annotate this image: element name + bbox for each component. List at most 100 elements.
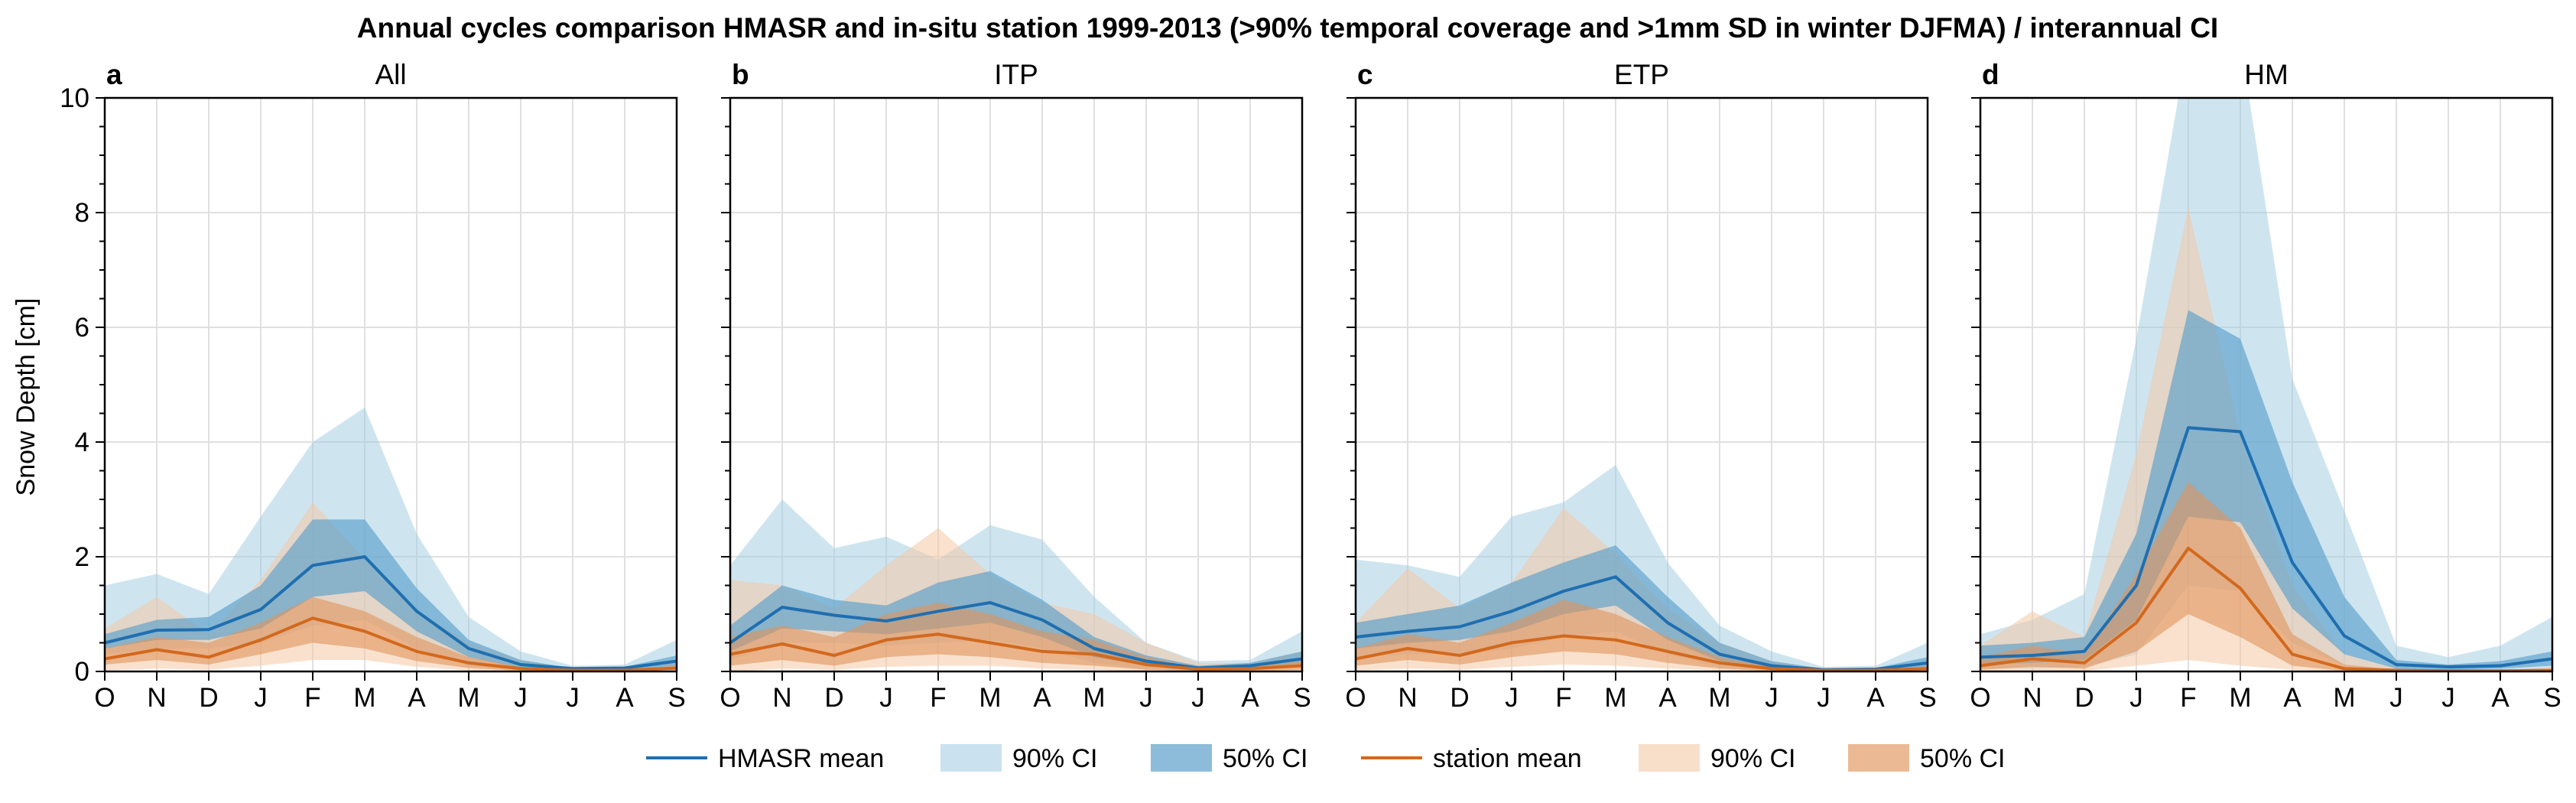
panel-a: O N D J F M A M J J A S 0 2 4 6 8 10 a All — [60, 59, 686, 713]
legend-patch-swatch — [1848, 744, 1909, 772]
x-tick-label: A — [1658, 683, 1677, 713]
y-tick-label: 4 — [75, 428, 89, 457]
hmasr-mean-line — [1980, 426, 2552, 668]
panel-label: b — [732, 59, 749, 90]
panel-c: O N D J F M A M J J A Sc ETP — [1345, 59, 1936, 713]
x-tick-label: O — [720, 683, 740, 713]
y-tick-label: 8 — [75, 198, 89, 228]
x-tick-label: O — [94, 683, 115, 713]
x-tick-label: J — [1505, 683, 1519, 713]
x-tick-label: F — [930, 683, 946, 713]
plot-area — [1356, 465, 1928, 671]
panel-title: All — [375, 59, 406, 90]
x-tick-label: A — [408, 683, 426, 713]
y-tick-label: 2 — [75, 542, 89, 572]
station-ci50-band — [730, 603, 1302, 671]
legend-item: HMASR mean — [646, 744, 884, 773]
x-tick-label: S — [1918, 683, 1936, 713]
x-tick-label: A — [1241, 683, 1259, 713]
panel-label: c — [1357, 59, 1373, 90]
x-tick-label: M — [2333, 683, 2355, 713]
station-mean-line — [730, 632, 1302, 671]
x-tick-label: J — [566, 683, 580, 713]
station-ci90-band — [1980, 206, 2552, 671]
x-tick-label: F — [304, 683, 320, 713]
x-tick-label: J — [2389, 683, 2403, 713]
x-tick-label: S — [2543, 683, 2561, 713]
legend-label: 50% CI — [1223, 744, 1308, 773]
x-tick-label: S — [668, 683, 685, 713]
station-mean-line — [1356, 634, 1928, 671]
y-tick-label: 0 — [75, 657, 89, 687]
x-tick-label: J — [1139, 683, 1153, 713]
legend-label: station mean — [1433, 744, 1582, 773]
x-tick-label: F — [2180, 683, 2196, 713]
legend-patch-swatch — [940, 744, 1002, 772]
x-tick-label: A — [2283, 683, 2302, 713]
x-tick-label: O — [1970, 683, 1990, 713]
x-tick-label: D — [824, 683, 843, 713]
legend-item: 50% CI — [1151, 744, 1308, 773]
panel-title: HM — [2244, 59, 2289, 90]
x-tick-label: J — [1765, 683, 1779, 713]
hmasr-mean-line — [105, 555, 677, 671]
legend-item: 90% CI — [1639, 744, 1796, 773]
x-tick-label: M — [353, 683, 375, 713]
y-tick-label: 6 — [75, 313, 89, 343]
x-tick-label: N — [1398, 683, 1417, 713]
panel-title: ITP — [994, 59, 1038, 90]
x-tick-label: J — [254, 683, 268, 713]
x-tick-label: S — [1293, 683, 1311, 713]
legend-label: 90% CI — [1710, 744, 1796, 773]
x-tick-label: J — [2441, 683, 2455, 713]
x-tick-label: M — [2229, 683, 2251, 713]
station-ci50-band — [105, 597, 677, 671]
hmasr-ci50-band — [1980, 310, 2552, 670]
legend-item: station mean — [1361, 744, 1582, 773]
y-axis-label: Snow Depth [cm] — [11, 298, 41, 496]
station-ci50-band — [1980, 482, 2552, 671]
panel-label: d — [1982, 59, 1999, 90]
station-mean-line — [105, 616, 677, 671]
legend: HMASR mean 90% CI 50% CI station mean 90% CI… — [646, 744, 2006, 773]
legend-label: 50% CI — [1920, 744, 2006, 773]
x-tick-label: D — [1450, 683, 1469, 713]
panel-title: ETP — [1614, 59, 1669, 90]
panel-d: O N D J F M A M J J A Sd HM — [1970, 59, 2561, 713]
plot-area — [1980, 98, 2552, 671]
plot-area — [105, 408, 677, 671]
hmasr-ci50-band — [1356, 545, 1928, 671]
x-tick-label: M — [979, 683, 1001, 713]
x-tick-label: N — [772, 683, 791, 713]
x-tick-label: A — [2491, 683, 2509, 713]
x-tick-label: M — [1708, 683, 1730, 713]
gridlines — [105, 98, 677, 671]
y-tick-label: 10 — [60, 83, 89, 113]
legend-label: HMASR mean — [718, 744, 884, 773]
x-tick-label: J — [2129, 683, 2143, 713]
plot-area — [730, 499, 1302, 671]
x-tick-label: N — [2022, 683, 2042, 713]
gridlines — [1356, 98, 1928, 671]
legend-item: 90% CI — [940, 744, 1098, 773]
x-tick-label: A — [616, 683, 634, 713]
legend-patch-swatch — [1639, 744, 1700, 772]
x-tick-label: O — [1345, 683, 1366, 713]
legend-item: 50% CI — [1848, 744, 2006, 773]
x-tick-label: D — [199, 683, 218, 713]
x-tick-label: J — [514, 683, 528, 713]
legend-patch-swatch — [1151, 744, 1212, 772]
x-tick-label: A — [1866, 683, 1885, 713]
x-tick-label: F — [1555, 683, 1571, 713]
legend-label: 90% CI — [1012, 744, 1098, 773]
x-tick-label: J — [1817, 683, 1830, 713]
hmasr-ci50-band — [730, 571, 1302, 670]
figure-title: Annual cycles comparison HMASR and in-si… — [357, 12, 2218, 44]
x-tick-label: M — [1604, 683, 1626, 713]
x-tick-label: M — [457, 683, 479, 713]
hmasr-ci50-band — [105, 519, 677, 670]
x-tick-label: J — [879, 683, 893, 713]
x-tick-label: A — [1033, 683, 1051, 713]
